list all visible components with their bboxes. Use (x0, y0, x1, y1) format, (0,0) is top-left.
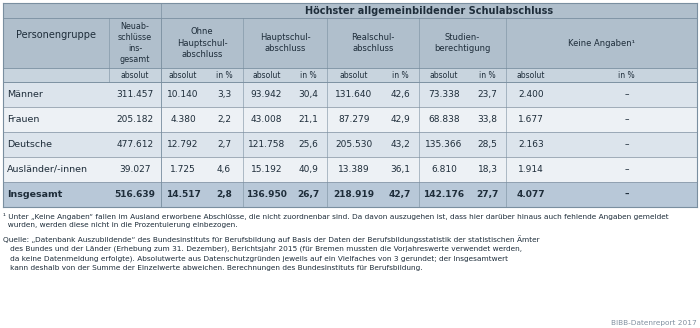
Text: 6.810: 6.810 (431, 165, 457, 174)
Bar (3, 182, 697, 207)
Text: 205.182: 205.182 (116, 115, 153, 124)
Text: 26,7: 26,7 (298, 190, 320, 199)
Text: 1.725: 1.725 (170, 165, 196, 174)
Bar (3, 82, 697, 107)
Text: 23,7: 23,7 (477, 90, 498, 99)
Text: –: – (624, 140, 629, 149)
Text: –: – (624, 165, 629, 174)
Text: Deutsche: Deutsche (7, 140, 52, 149)
Text: –: – (624, 90, 629, 99)
Text: 42,7: 42,7 (389, 190, 411, 199)
Text: 12.792: 12.792 (167, 140, 199, 149)
Text: absolut: absolut (517, 71, 545, 79)
Text: –: – (624, 115, 629, 124)
Text: 25,6: 25,6 (299, 140, 318, 149)
Bar (3, 18, 697, 68)
Text: 40,9: 40,9 (299, 165, 318, 174)
Text: 68.838: 68.838 (428, 115, 460, 124)
Text: 218.919: 218.919 (333, 190, 374, 199)
Text: 33,8: 33,8 (477, 115, 498, 124)
Text: 4.380: 4.380 (170, 115, 196, 124)
Text: Frauen: Frauen (7, 115, 39, 124)
Text: 2,7: 2,7 (217, 140, 231, 149)
Text: Quelle: „Datenbank Auszubildende“ des Bundesinstituts für Berufsbildung auf Basi: Quelle: „Datenbank Auszubildende“ des Bu… (3, 235, 540, 243)
Text: absolut: absolut (430, 71, 459, 79)
Text: 2,8: 2,8 (216, 190, 232, 199)
Text: 73.338: 73.338 (428, 90, 460, 99)
Bar (3, 3, 697, 18)
Text: 121.758: 121.758 (248, 140, 285, 149)
Text: kann deshalb von der Summe der Einzelwerte abweichen. Berechnungen des Bundesins: kann deshalb von der Summe der Einzelwer… (3, 265, 423, 271)
Text: 10.140: 10.140 (167, 90, 199, 99)
Text: 87.279: 87.279 (338, 115, 370, 124)
Text: 4,6: 4,6 (217, 165, 231, 174)
Text: 2.400: 2.400 (518, 90, 544, 99)
Text: 1.914: 1.914 (518, 165, 544, 174)
Text: 2,2: 2,2 (217, 115, 231, 124)
Text: des Bundes und der Länder (Erhebung zum 31. Dezember), Berichtsjahr 2015 (für Br: des Bundes und der Länder (Erhebung zum … (3, 245, 522, 252)
Text: 93.942: 93.942 (251, 90, 282, 99)
Text: Ohne
Hauptschul-
abschluss: Ohne Hauptschul- abschluss (176, 28, 228, 59)
Text: 27,7: 27,7 (476, 190, 498, 199)
Bar (3, 68, 697, 82)
Text: 2.163: 2.163 (518, 140, 544, 149)
Text: 135.366: 135.366 (426, 140, 463, 149)
Text: 39.027: 39.027 (119, 165, 150, 174)
Text: in %: in % (392, 71, 408, 79)
Text: in %: in % (216, 71, 232, 79)
Text: 21,1: 21,1 (299, 115, 318, 124)
Text: Keine Angaben¹: Keine Angaben¹ (568, 38, 635, 48)
Text: in %: in % (300, 71, 317, 79)
Text: 42,9: 42,9 (390, 115, 410, 124)
Text: 4.077: 4.077 (517, 190, 545, 199)
Text: Neuab-
schlüsse
ins-
gesamt: Neuab- schlüsse ins- gesamt (118, 22, 152, 64)
Text: 36,1: 36,1 (390, 165, 410, 174)
Text: absolut: absolut (252, 71, 281, 79)
Text: –: – (624, 190, 629, 199)
Text: 516.639: 516.639 (115, 190, 155, 199)
Text: in %: in % (480, 71, 496, 79)
Text: 14.517: 14.517 (166, 190, 200, 199)
Text: Ausländer/-innen: Ausländer/-innen (7, 165, 88, 174)
Text: Studien-
berechtigung: Studien- berechtigung (434, 33, 491, 53)
Text: Personengruppe: Personengruppe (16, 31, 96, 40)
Text: absolut: absolut (340, 71, 368, 79)
Text: BIBB-Datenreport 2017: BIBB-Datenreport 2017 (611, 320, 697, 326)
Text: 43,2: 43,2 (390, 140, 410, 149)
Text: Höchster allgemeinbildender Schulabschluss: Höchster allgemeinbildender Schulabschlu… (305, 6, 553, 15)
Text: 142.176: 142.176 (424, 190, 465, 199)
Text: ¹ Unter „Keine Angaben“ fallen im Ausland erworbene Abschlüsse, die nicht zuordn: ¹ Unter „Keine Angaben“ fallen im Auslan… (3, 213, 668, 228)
Text: in %: in % (618, 71, 635, 79)
Text: 131.640: 131.640 (335, 90, 372, 99)
Text: 205.530: 205.530 (335, 140, 372, 149)
Text: Männer: Männer (7, 90, 43, 99)
Bar (3, 157, 697, 182)
Bar (3, 107, 697, 132)
Text: 43.008: 43.008 (251, 115, 282, 124)
Text: 477.612: 477.612 (116, 140, 153, 149)
Text: 15.192: 15.192 (251, 165, 282, 174)
Text: Hauptschul-
abschluss: Hauptschul- abschluss (260, 33, 310, 53)
Bar (3, 132, 697, 157)
Text: 30,4: 30,4 (299, 90, 318, 99)
Text: 136.950: 136.950 (246, 190, 287, 199)
Text: 311.457: 311.457 (116, 90, 153, 99)
Text: Insgesamt: Insgesamt (7, 190, 62, 199)
Text: absolut: absolut (120, 71, 149, 79)
Text: 42,6: 42,6 (390, 90, 410, 99)
Text: Realschul-
abschluss: Realschul- abschluss (351, 33, 395, 53)
Text: 18,3: 18,3 (477, 165, 498, 174)
Text: absolut: absolut (169, 71, 197, 79)
Text: da keine Datenmeldung erfolgte). Absolutwerte aus Datenschutzgründen jeweils auf: da keine Datenmeldung erfolgte). Absolut… (3, 255, 508, 261)
Text: 1.677: 1.677 (518, 115, 544, 124)
Text: 13.389: 13.389 (338, 165, 370, 174)
Text: 28,5: 28,5 (477, 140, 498, 149)
Text: 3,3: 3,3 (217, 90, 231, 99)
